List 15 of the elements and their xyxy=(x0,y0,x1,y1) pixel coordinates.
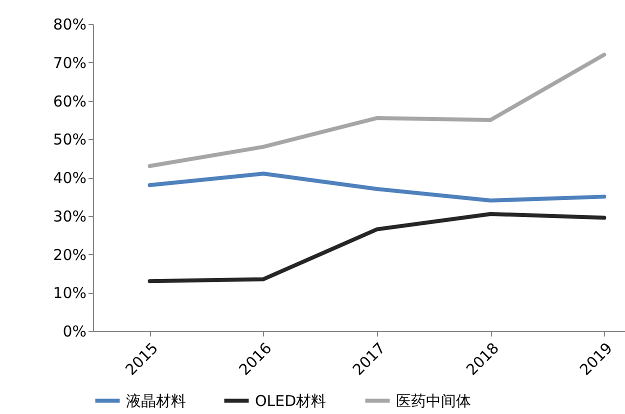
legend-label: OLED材料 xyxy=(255,392,326,410)
line-series xyxy=(148,52,606,168)
y-tick-label: 70% xyxy=(53,54,86,72)
y-tick-label: 0% xyxy=(62,322,86,340)
legend-label: 液晶材料 xyxy=(126,392,186,410)
legend-label: 医药中间体 xyxy=(396,392,471,410)
y-tick-label: 40% xyxy=(53,169,86,187)
y-tick-label: 30% xyxy=(53,207,86,226)
line-series xyxy=(148,172,606,203)
y-tick-label: 80% xyxy=(53,16,86,34)
y-tick-label: 20% xyxy=(53,246,86,264)
y-tick-label: 60% xyxy=(53,92,86,110)
y-tick-label: 10% xyxy=(53,284,86,302)
y-tick-label: 50% xyxy=(53,130,86,149)
line-series xyxy=(148,212,606,284)
